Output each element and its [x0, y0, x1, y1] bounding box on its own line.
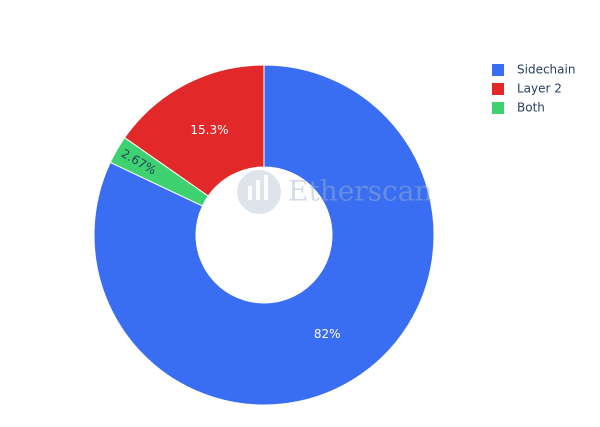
legend: Sidechain Layer 2 Both	[492, 63, 575, 115]
slice	[93, 64, 435, 406]
legend-label: Sidechain	[517, 63, 575, 77]
legend-swatch	[492, 83, 504, 95]
value-label: 15.3%	[190, 123, 228, 137]
slice	[109, 137, 209, 207]
legend-label: Both	[517, 101, 545, 115]
legend-swatch	[492, 102, 504, 114]
slices: 82%15.3%2.67%	[93, 64, 435, 406]
watermark: Etherscan	[288, 175, 432, 208]
watermark-logo	[237, 170, 281, 214]
legend-label: Layer 2	[517, 82, 562, 96]
legend-swatch	[492, 64, 504, 76]
slice	[123, 64, 265, 197]
value-label: 82%	[314, 327, 341, 341]
